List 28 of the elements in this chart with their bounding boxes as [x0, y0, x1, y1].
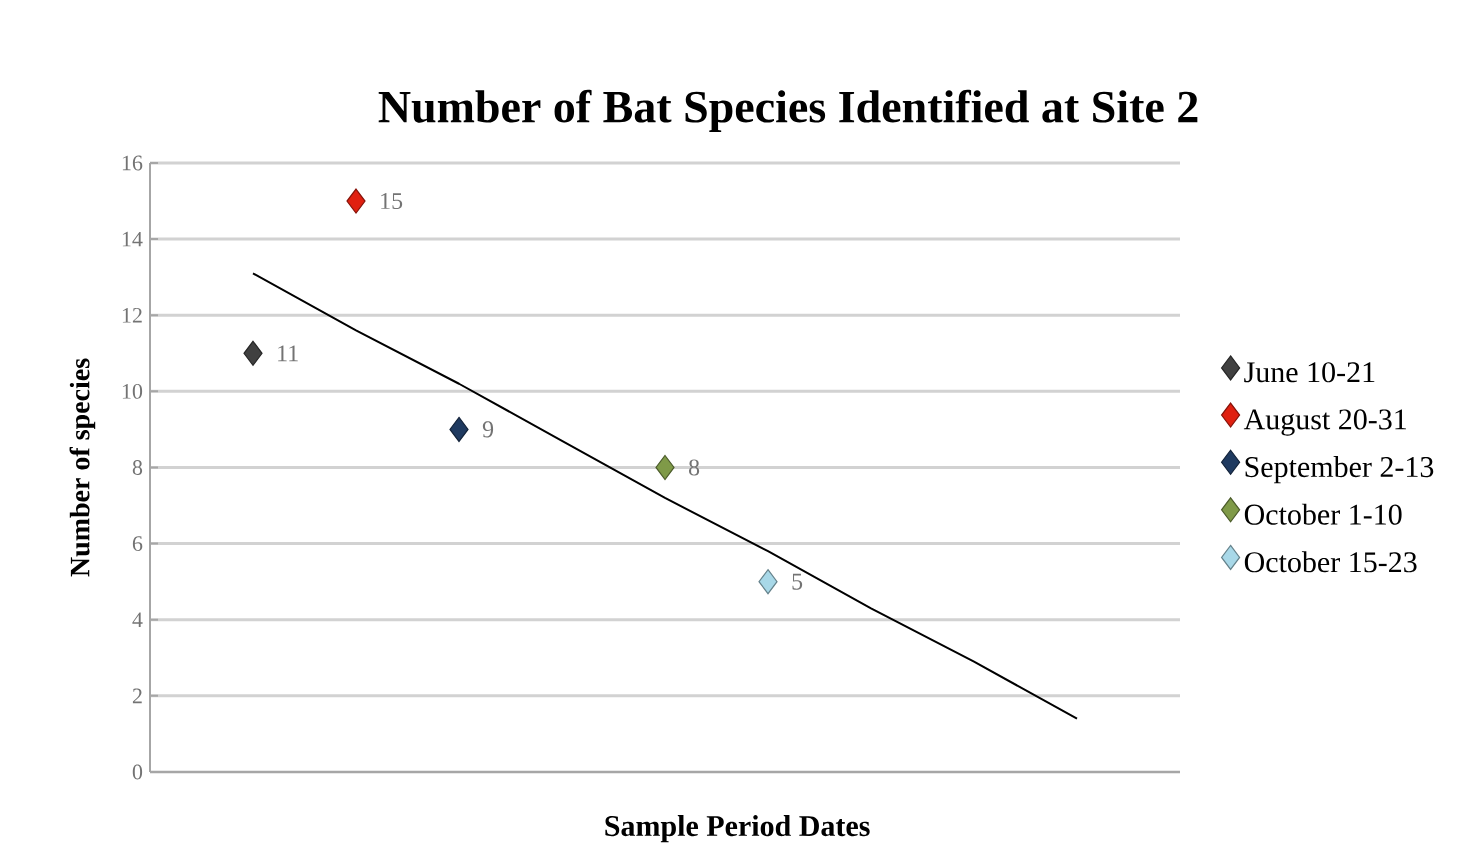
- point: [243, 340, 263, 366]
- y-tick-label: 14: [122, 231, 143, 247]
- legend-label: June 10-21: [1244, 362, 1375, 383]
- point: [449, 416, 469, 443]
- y-tick-label: 10: [122, 383, 143, 399]
- legend-label: September 2-13: [1245, 456, 1434, 484]
- y-tick-label: 0: [132, 764, 143, 780]
- chart-title: Number of Bat Species Identified at Site 2: [378, 89, 1198, 132]
- data-label: 9: [482, 421, 494, 438]
- y-tick-label: 2: [132, 688, 142, 704]
- y-axis-title: Number of species: [69, 358, 96, 577]
- y-tick-label: 12: [122, 307, 142, 323]
- y-tick-label: 8: [132, 460, 143, 475]
- data-label: 15: [381, 193, 403, 210]
- data-label: 11: [278, 345, 298, 362]
- point: [758, 569, 778, 595]
- data-label: 5: [792, 573, 803, 590]
- point: [346, 188, 366, 214]
- legend-label: October 1-10: [1244, 503, 1402, 525]
- x-axis-title: Sample Period Dates: [605, 815, 870, 843]
- y-tick-label: 6: [132, 536, 143, 552]
- legend-label: October 15-23: [1244, 551, 1417, 573]
- line-series: [252, 272, 1078, 720]
- point: [655, 454, 675, 481]
- y-tick-label: 4: [132, 612, 143, 627]
- data-label: 8: [688, 459, 700, 476]
- y-tick-label: 16: [122, 155, 143, 171]
- legend-label: August 20-31: [1243, 409, 1406, 436]
